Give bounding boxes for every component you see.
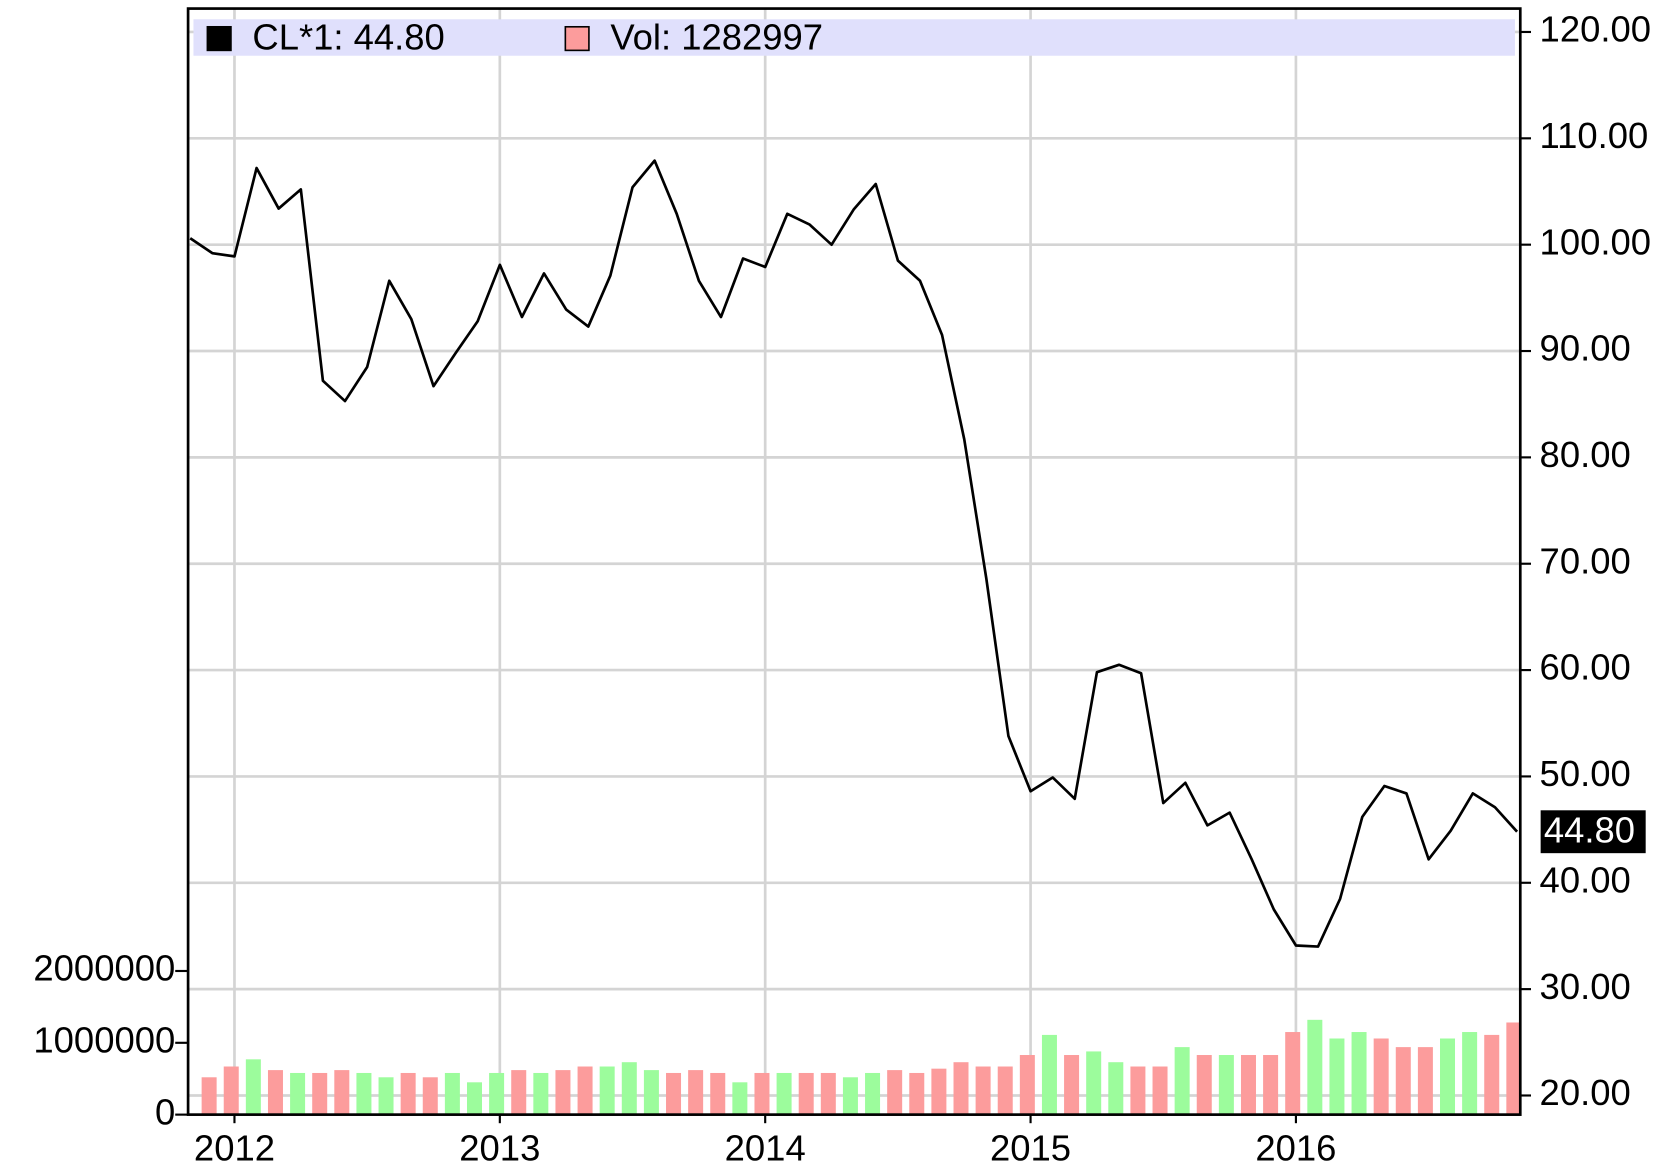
volume-bar — [865, 1072, 881, 1115]
legend-swatch — [206, 25, 232, 52]
volume-bar — [909, 1072, 925, 1115]
volume-bar — [1307, 1019, 1323, 1115]
y-tick-label: 120.00 — [1540, 9, 1651, 50]
volume-bar — [577, 1066, 593, 1115]
volume-bar — [975, 1066, 991, 1115]
volume-bar — [1285, 1032, 1301, 1115]
volume-bar — [466, 1082, 482, 1115]
volume-bar — [643, 1070, 659, 1115]
volume-bar — [997, 1066, 1013, 1115]
x-tick-label: 2014 — [725, 1128, 806, 1165]
volume-bar — [1152, 1066, 1168, 1115]
volume-bar — [1130, 1066, 1146, 1115]
x-tick-label: 2012 — [194, 1128, 275, 1165]
volume-bar — [245, 1059, 261, 1115]
legend-swatch — [564, 25, 590, 52]
volume-bar — [931, 1068, 947, 1115]
y-tick-label: 60.00 — [1540, 647, 1631, 688]
volume-bar — [710, 1072, 726, 1115]
current-value-label: 44.80 — [1544, 809, 1635, 850]
x-tick-label: 2013 — [459, 1128, 540, 1165]
y2-tick-label: 1000000 — [33, 1019, 175, 1060]
y-tick-label: 100.00 — [1540, 221, 1651, 262]
volume-bar — [1462, 1032, 1478, 1115]
volume-bar — [621, 1062, 637, 1115]
volume-bar — [754, 1072, 770, 1115]
volume-bar — [223, 1066, 239, 1115]
volume-bar — [378, 1077, 394, 1115]
volume-bar — [1395, 1047, 1411, 1115]
y2-tick-label: 0 — [155, 1091, 175, 1132]
y-tick-label: 40.00 — [1540, 859, 1631, 900]
volume-bar — [290, 1072, 306, 1115]
volume-bar — [1196, 1055, 1212, 1115]
y-tick-label: 30.00 — [1540, 966, 1631, 1007]
legend-band — [193, 19, 1515, 56]
volume-bar — [732, 1082, 748, 1115]
legend-label: Vol: 1282997 — [610, 16, 823, 57]
x-tick-label: 2016 — [1255, 1128, 1336, 1165]
volume-bar — [489, 1072, 505, 1115]
volume-bar — [267, 1070, 283, 1115]
volume-bar — [1041, 1034, 1057, 1115]
y-tick-label: 110.00 — [1540, 115, 1649, 156]
y-tick-label: 50.00 — [1540, 753, 1631, 794]
volume-bar — [533, 1072, 549, 1115]
volume-bar — [1218, 1055, 1234, 1115]
volume-bar — [1506, 1022, 1522, 1115]
volume-bar — [776, 1072, 792, 1115]
y-tick-label: 70.00 — [1540, 540, 1631, 581]
current-value-box — [1540, 810, 1646, 854]
volume-bar — [666, 1072, 682, 1115]
price-line — [189, 159, 1519, 948]
volume-bar — [599, 1066, 615, 1115]
volume-bar — [511, 1070, 527, 1115]
y-tick-label: 90.00 — [1540, 328, 1631, 369]
volume-bar — [422, 1077, 438, 1115]
volume-bar — [201, 1077, 217, 1115]
volume-bar — [688, 1070, 704, 1115]
volume-bar — [1373, 1038, 1389, 1115]
plot-frame — [186, 7, 1522, 1116]
legend-label: CL*1: 44.80 — [252, 16, 444, 57]
volume-bar — [1263, 1055, 1279, 1115]
volume-bar — [1417, 1047, 1433, 1115]
volume-bar — [1329, 1038, 1345, 1115]
volume-bar — [356, 1072, 372, 1115]
y-tick-label: 80.00 — [1540, 434, 1631, 475]
volume-bar — [400, 1072, 416, 1115]
volume-bar — [1351, 1032, 1367, 1115]
plot-area — [188, 8, 1521, 1115]
volume-bar — [887, 1070, 903, 1115]
volume-bar — [555, 1070, 571, 1115]
volume-bar — [334, 1070, 350, 1115]
volume-bar — [842, 1077, 858, 1115]
x-tick-label: 2015 — [990, 1128, 1071, 1165]
volume-bar — [1086, 1051, 1102, 1115]
volume-bar — [1440, 1038, 1456, 1115]
volume-bar — [1108, 1062, 1124, 1115]
volume-bar — [312, 1072, 328, 1115]
volume-bar — [1064, 1055, 1080, 1115]
y2-tick-label: 2000000 — [33, 948, 175, 989]
volume-bar — [953, 1062, 969, 1115]
volume-bar — [820, 1072, 836, 1115]
volume-bar — [1484, 1034, 1500, 1115]
volume-bar — [1019, 1055, 1035, 1115]
volume-bar — [1240, 1055, 1256, 1115]
volume-bar — [1174, 1047, 1190, 1115]
volume-bar — [444, 1072, 460, 1115]
volume-bar — [798, 1072, 814, 1115]
y-tick-label: 20.00 — [1540, 1072, 1631, 1113]
